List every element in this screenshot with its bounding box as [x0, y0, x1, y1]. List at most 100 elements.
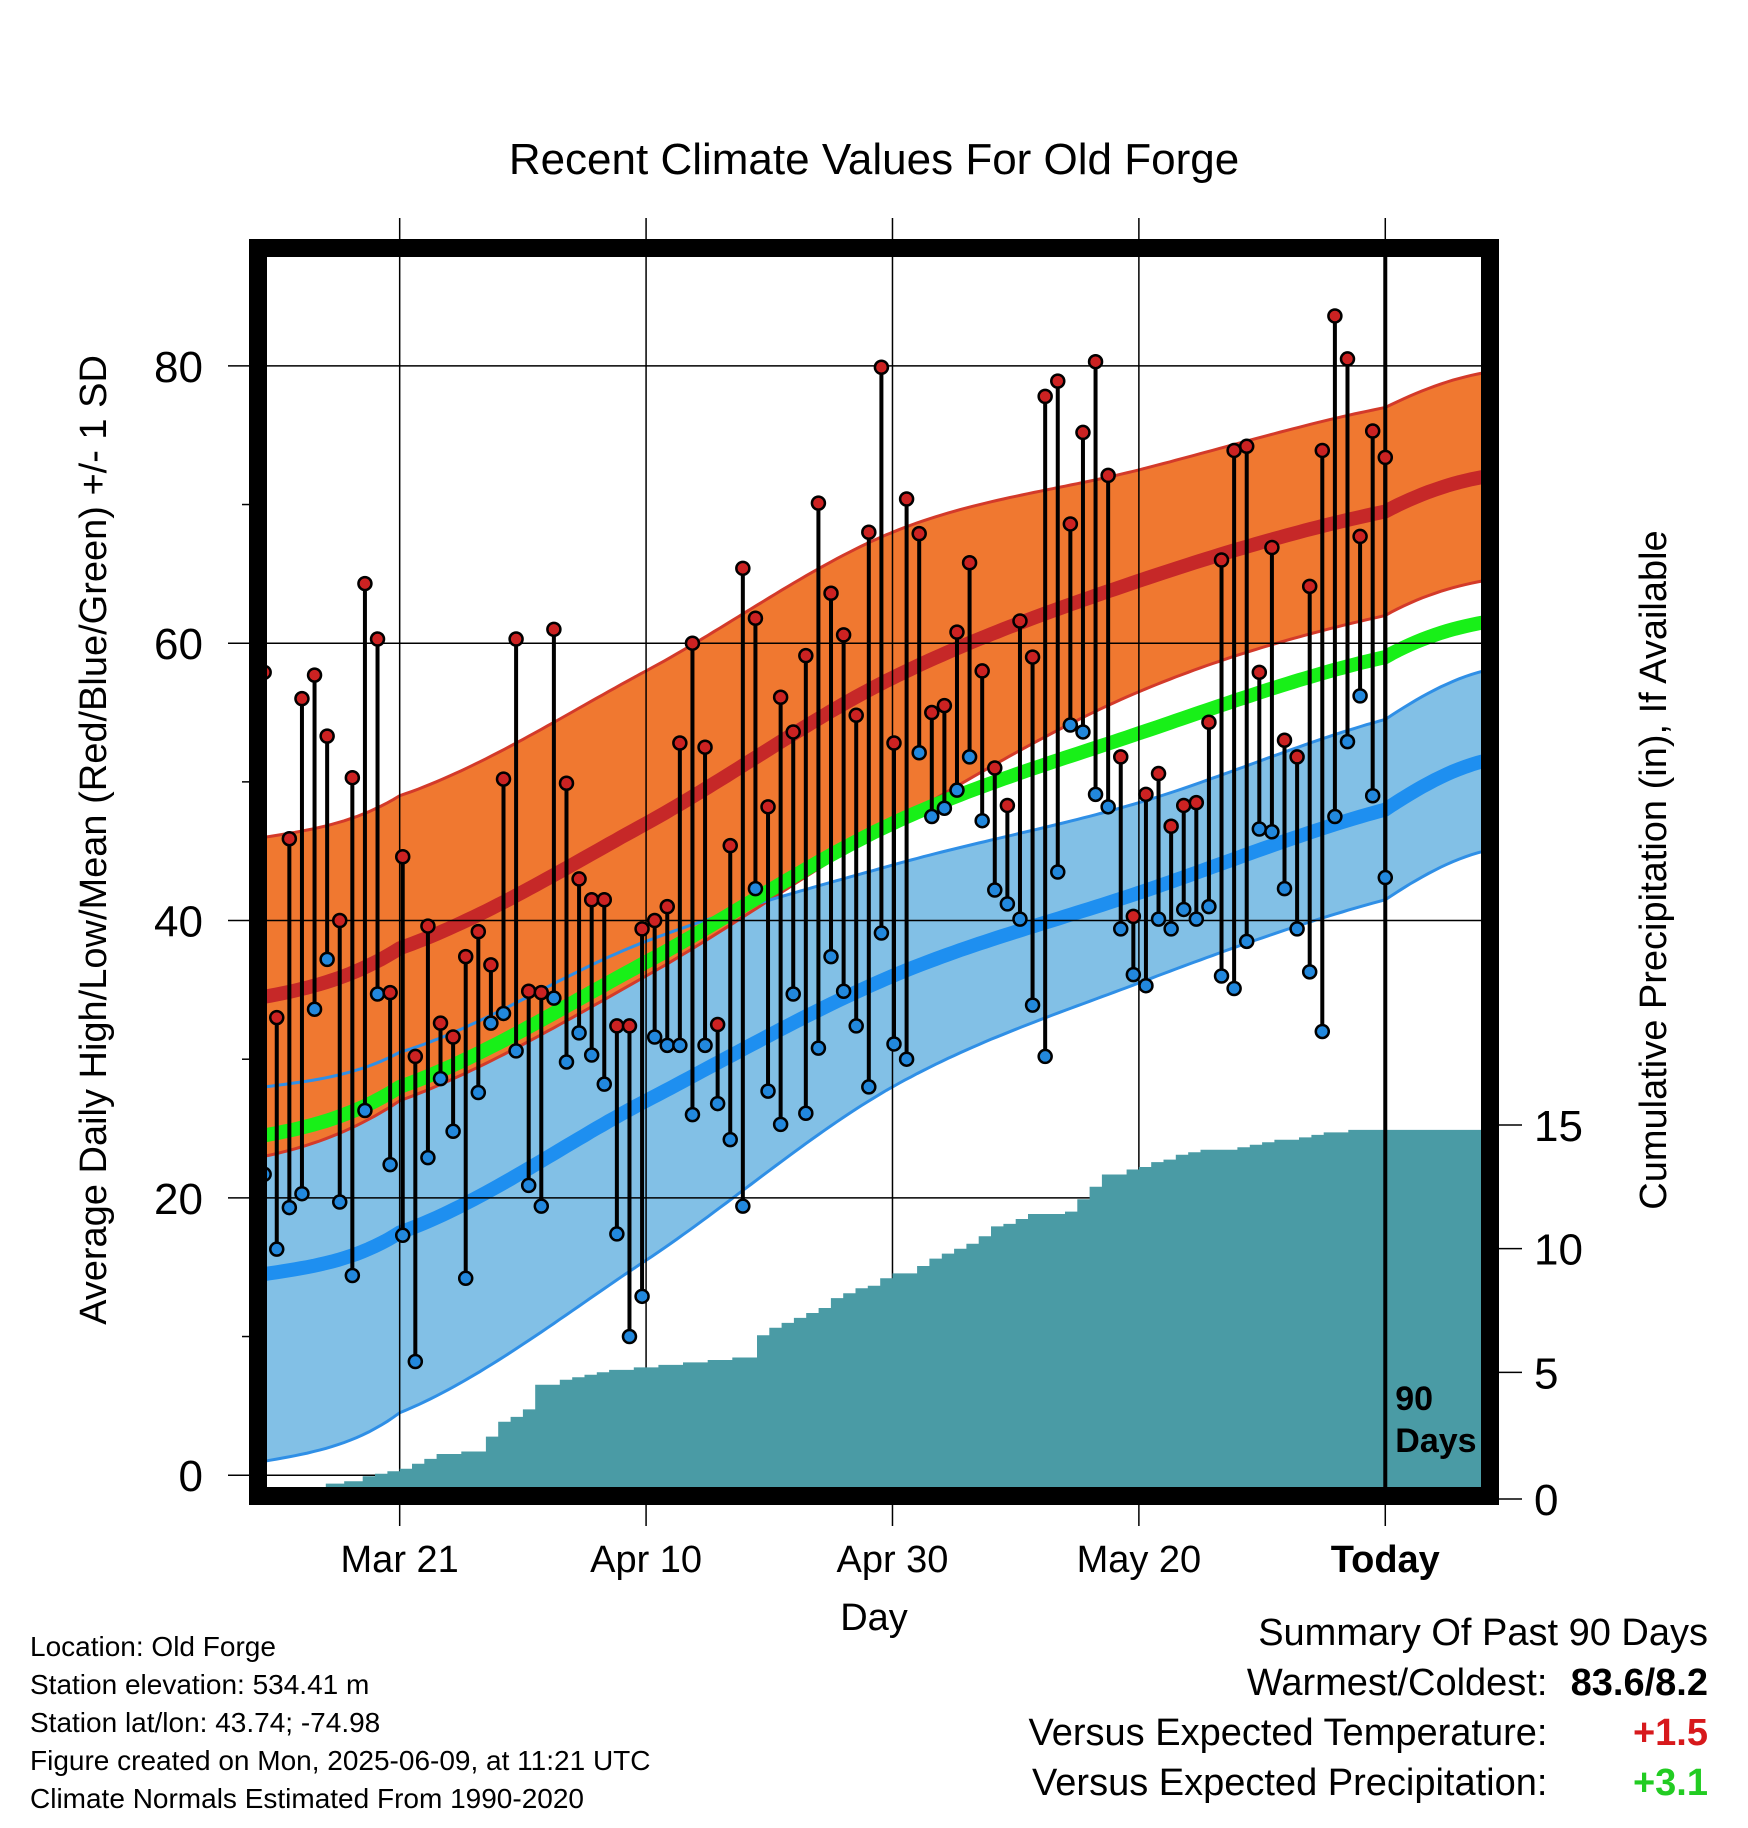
high-point	[609, 1018, 625, 1034]
high-point	[659, 898, 676, 915]
high-point	[987, 760, 1003, 776]
y-tick-label: 0	[179, 1452, 203, 1501]
high-point	[936, 697, 953, 714]
low-point	[331, 1194, 348, 1210]
high-point	[621, 1018, 638, 1034]
high-point	[772, 689, 789, 706]
high-point	[357, 575, 373, 592]
low-point	[1238, 933, 1255, 950]
y2-axis-label: Cumulative Precipitation (in), If Availa…	[1633, 530, 1675, 1209]
low-point	[936, 800, 953, 816]
high-point	[1062, 516, 1079, 532]
high-point	[1050, 373, 1066, 389]
low-point	[319, 951, 335, 968]
low-point	[861, 1079, 877, 1095]
high-point	[735, 560, 751, 577]
low-point	[772, 1116, 789, 1133]
low-point	[1037, 1048, 1053, 1065]
low-point	[558, 1054, 575, 1070]
high-point	[457, 948, 474, 965]
low-point	[508, 1043, 524, 1059]
high-point	[646, 912, 663, 929]
high-point	[886, 735, 902, 751]
high-point	[596, 891, 613, 908]
low-point	[1327, 808, 1343, 825]
low-point	[382, 1156, 398, 1173]
low-point	[898, 1051, 915, 1067]
high-point	[1276, 732, 1293, 749]
high-point	[785, 724, 801, 740]
high-point	[1377, 449, 1394, 466]
low-point	[1100, 799, 1116, 815]
created-text: Figure created on Mon, 2025-06-09, at 11…	[30, 1745, 651, 1776]
high-point	[533, 984, 550, 1001]
x-tick-label: Apr 10	[590, 1539, 702, 1581]
low-point	[1377, 869, 1394, 886]
low-point	[1213, 968, 1230, 984]
high-point	[369, 631, 386, 647]
high-point	[1012, 613, 1028, 629]
today-label-line1: 90	[1395, 1380, 1433, 1418]
high-point	[823, 585, 839, 602]
low-point	[1150, 911, 1167, 927]
low-point	[483, 1015, 499, 1031]
chart-title: Recent Climate Values For Old Forge	[509, 135, 1239, 184]
high-point	[470, 923, 487, 940]
low-point	[1024, 997, 1041, 1013]
low-point	[1175, 901, 1192, 918]
low-point	[659, 1037, 676, 1054]
low-point	[646, 1029, 663, 1045]
low-point	[747, 880, 764, 897]
low-point	[583, 1047, 600, 1063]
high-point	[1352, 528, 1368, 545]
low-point	[760, 1083, 776, 1099]
high-point	[1112, 749, 1129, 765]
high-point	[495, 771, 512, 787]
high-point	[1138, 786, 1154, 803]
low-point	[344, 1267, 361, 1284]
high-point	[344, 769, 361, 786]
temp-departure-row: Versus Expected Temperature: +1.5	[1029, 1708, 1708, 1758]
low-point	[1352, 688, 1368, 704]
plot-area: 90 Days	[258, 248, 1490, 1496]
high-point	[1175, 797, 1192, 814]
high-point	[281, 830, 298, 847]
low-point	[357, 1102, 373, 1119]
low-point	[596, 1076, 613, 1092]
high-point	[269, 1009, 285, 1026]
high-point	[1201, 714, 1217, 730]
x-tick-label: Today	[1331, 1539, 1440, 1581]
y2-tick-label: 0	[1534, 1476, 1558, 1525]
high-point	[961, 555, 978, 571]
high-point	[974, 663, 990, 679]
high-point	[1024, 649, 1041, 665]
high-point	[394, 848, 411, 865]
y-tick-label: 80	[154, 343, 203, 392]
low-point	[420, 1149, 436, 1166]
low-point	[961, 749, 978, 765]
low-point	[1138, 977, 1154, 994]
y2-tick-label: 15	[1534, 1102, 1583, 1151]
high-point	[873, 359, 890, 376]
high-point	[1188, 794, 1205, 811]
high-point	[924, 704, 940, 721]
high-point	[382, 984, 398, 1001]
axes: Mar 21 Apr 10 Apr 30 May 20 Today 0 20 40 60 80 0 5…	[154, 218, 1583, 1581]
low-point	[810, 1040, 827, 1056]
low-point	[1364, 787, 1381, 804]
high-point	[709, 1016, 726, 1033]
high-point	[684, 635, 701, 651]
high-point	[508, 631, 524, 647]
high-point	[445, 1029, 461, 1045]
high-point	[861, 524, 877, 541]
high-point	[1364, 423, 1381, 439]
low-point	[407, 1353, 424, 1370]
high-point	[798, 647, 814, 664]
high-point	[672, 735, 688, 751]
high-point	[949, 624, 965, 640]
high-point	[331, 912, 348, 929]
low-point	[886, 1036, 902, 1052]
low-point	[1339, 733, 1356, 750]
low-point	[1050, 864, 1066, 880]
low-point	[457, 1270, 474, 1287]
